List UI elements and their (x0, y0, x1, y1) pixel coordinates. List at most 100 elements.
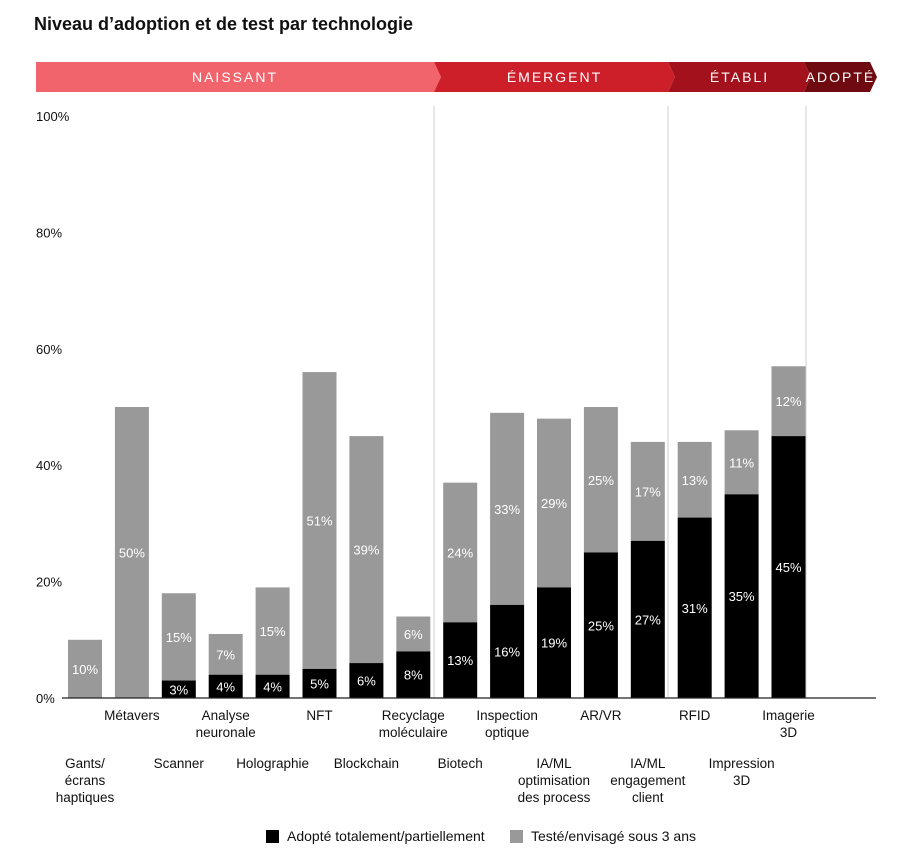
x-tick-label: IA/ML optimisation des process (518, 756, 591, 805)
stage-chevron (668, 62, 811, 92)
bar-adopted (583, 552, 618, 698)
bar-adopted (677, 517, 712, 698)
data-label-adopted: 19% (541, 636, 567, 651)
bar-adopted (630, 540, 665, 698)
stage-chevron (804, 62, 877, 92)
x-tick-label: Blockchain (334, 756, 399, 771)
bar-tested (349, 436, 384, 664)
data-label-adopted: 31% (682, 601, 708, 616)
data-label-tested: 24% (447, 546, 473, 561)
x-tick-label: Scanner (154, 756, 205, 771)
x-tick-label: AR/VR (580, 708, 622, 723)
bar-tested (771, 366, 806, 437)
bar-adopted (724, 494, 759, 698)
data-label-tested: 12% (775, 394, 801, 409)
y-tick-label: 0% (36, 691, 55, 706)
bar-tested (724, 430, 759, 495)
data-label-adopted: 4% (216, 679, 235, 694)
bar-adopted (208, 674, 243, 698)
x-tick-label: NFT (306, 708, 332, 723)
x-tick-label: RFID (679, 708, 711, 723)
bar-adopted (537, 587, 571, 698)
y-tick-label: 20% (36, 575, 62, 590)
x-tick-label: Métavers (104, 708, 160, 723)
bar-adopted (302, 668, 337, 698)
data-label-tested: 51% (306, 513, 332, 528)
legend-item-adopted: Adopté totalement/partiellement (266, 828, 485, 844)
data-label-tested: 7% (216, 647, 235, 662)
data-label-adopted: 35% (729, 589, 755, 604)
bar-tested (161, 593, 196, 681)
chart-svg: NAISSANT ÉMERGENT ÉTABLI ADOPTÉ 0% 20% 40% 60% 8… (36, 62, 877, 805)
data-label-tested: 17% (635, 484, 661, 499)
y-tick-label: 60% (36, 342, 62, 357)
data-label-adopted: 5% (310, 676, 329, 691)
data-label-tested: 33% (494, 502, 520, 517)
data-label-adopted: 4% (263, 679, 282, 694)
stage-label: ADOPTÉ (806, 69, 876, 85)
y-tick-label: 40% (36, 458, 62, 473)
bar-tested (490, 412, 525, 605)
data-label-tested: 39% (353, 543, 379, 558)
bar-tested (114, 407, 149, 698)
legend-item-tested: Testé/envisagé sous 3 ans (510, 828, 696, 844)
x-tick-label: Imagerie 3D (762, 708, 815, 740)
bar-adopted (490, 604, 525, 698)
data-label-tested: 10% (72, 662, 98, 677)
x-tick-label: Impression 3D (709, 756, 775, 788)
data-label-tested: 29% (541, 496, 567, 511)
data-label-adopted: 25% (588, 618, 614, 633)
bar-tested (443, 482, 478, 623)
data-label-adopted: 3% (169, 682, 188, 697)
data-label-tested: 25% (588, 473, 614, 488)
x-tick-label: Biotech (438, 756, 483, 771)
bar-tested (208, 633, 243, 675)
bar-tested (630, 441, 665, 541)
data-label-adopted: 27% (635, 612, 661, 627)
bar-tested (68, 639, 102, 698)
data-label-tested: 15% (166, 630, 192, 645)
y-tick-label: 80% (36, 225, 62, 240)
chart-title: Niveau d’adoption et de test par technol… (34, 14, 414, 34)
bar-tested (302, 372, 337, 669)
stage-label: ÉMERGENT (507, 69, 602, 85)
x-tick-label: Holographie (236, 756, 309, 771)
stage-label: ÉTABLI (710, 69, 769, 85)
data-label-tested: 50% (119, 546, 145, 561)
x-tick-label: Analyse neuronale (196, 708, 256, 740)
bar-tested (583, 407, 618, 553)
bar-adopted (443, 622, 478, 698)
data-label-tested: 13% (682, 473, 708, 488)
legend-swatch-adopted (266, 829, 279, 843)
x-tick-label: Recyclage moléculaire (379, 708, 448, 740)
stage-chevron (36, 62, 441, 92)
bar-tested (537, 418, 571, 588)
data-label-adopted: 6% (357, 674, 376, 689)
stage-chevron (434, 62, 675, 92)
data-label-tested: 11% (729, 455, 754, 470)
legend-swatch-tested (510, 829, 523, 843)
bar-tested (396, 616, 431, 652)
x-tick-label: Inspection optique (476, 708, 538, 740)
bar-adopted (349, 663, 384, 698)
bar-adopted (771, 436, 806, 698)
legend: Adopté totalement/partiellement Testé/en… (0, 828, 919, 848)
data-label-adopted: 8% (404, 668, 423, 683)
data-label-tested: 6% (404, 627, 423, 642)
data-label-adopted: 16% (494, 644, 520, 659)
bar-adopted (255, 674, 290, 698)
x-tick-label: Gants/écrans haptiques (56, 756, 115, 805)
bar-tested (677, 441, 712, 518)
data-label-tested: 15% (260, 624, 286, 639)
data-label-adopted: 13% (447, 653, 473, 668)
bar-tested (255, 587, 290, 675)
x-tick-label: IA/ML engagement client (610, 756, 685, 805)
legend-label-adopted: Adopté totalement/partiellement (287, 828, 485, 844)
legend-label-tested: Testé/envisagé sous 3 ans (531, 828, 696, 844)
data-label-adopted: 45% (775, 560, 801, 575)
bar-adopted (161, 680, 196, 698)
bar-adopted (396, 651, 431, 698)
stage-label: NAISSANT (192, 69, 278, 85)
y-tick-label: 100% (36, 109, 70, 124)
